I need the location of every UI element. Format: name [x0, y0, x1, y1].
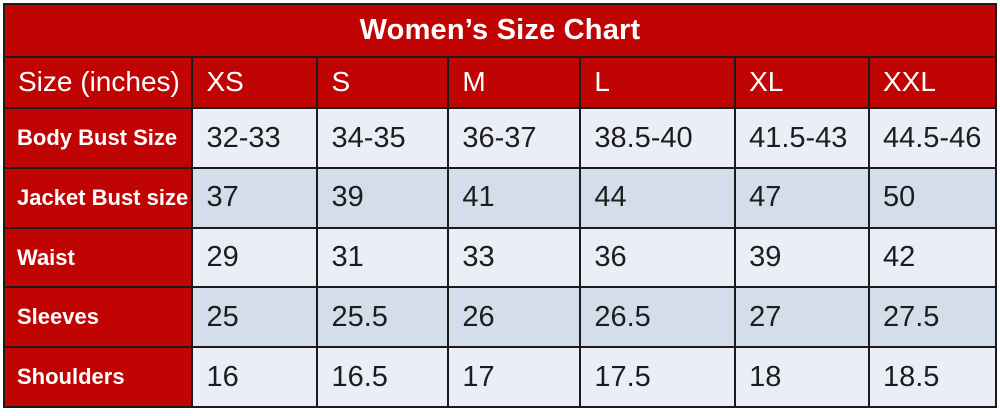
value-cell: 17.5: [579, 346, 737, 408]
value-cell: 25.5: [316, 286, 450, 349]
value-cell: 27.5: [867, 286, 998, 349]
row-label: Jacket Bust size: [2, 167, 194, 229]
value-cell: 16.5: [316, 346, 450, 408]
header-m: M: [447, 55, 582, 110]
value-cell: 47: [734, 167, 870, 229]
value-cell: 26.5: [579, 286, 737, 349]
value-cell: 41: [447, 167, 582, 229]
size-chart-container: Women’s Size Chart Size (inches) XS S M …: [2, 3, 998, 408]
value-cell: 36-37: [447, 107, 582, 170]
womens-size-chart-table: Women’s Size Chart Size (inches) XS S M …: [2, 3, 998, 408]
row-waist: Waist 29 31 33 36 39 42: [2, 226, 998, 289]
header-row: Size (inches) XS S M L XL XXL: [2, 55, 998, 110]
value-cell: 26: [447, 286, 582, 349]
header-xl: XL: [734, 55, 870, 110]
value-cell: 44: [579, 167, 737, 229]
value-cell: 27: [734, 286, 870, 349]
value-cell: 44.5-46: [867, 107, 998, 170]
value-cell: 39: [316, 167, 450, 229]
row-label: Shoulders: [2, 346, 194, 408]
value-cell: 16: [191, 346, 319, 408]
value-cell: 32-33: [191, 107, 319, 170]
value-cell: 37: [191, 167, 319, 229]
chart-title: Women’s Size Chart: [3, 3, 997, 58]
header-size-inches: Size (inches): [2, 55, 194, 110]
row-label: Waist: [2, 226, 194, 289]
value-cell: 39: [734, 226, 870, 289]
header-l: L: [579, 55, 737, 110]
value-cell: 38.5-40: [579, 107, 737, 170]
value-cell: 25: [191, 286, 319, 349]
header-s: S: [316, 55, 450, 110]
value-cell: 31: [316, 226, 450, 289]
row-label: Sleeves: [2, 286, 194, 349]
title-row: Women’s Size Chart: [3, 3, 997, 58]
value-cell: 29: [191, 226, 319, 289]
row-label: Body Bust Size: [2, 107, 194, 170]
value-cell: 42: [867, 226, 998, 289]
value-cell: 41.5-43: [734, 107, 870, 170]
row-jacket-bust-size: Jacket Bust size 37 39 41 44 47 50: [2, 167, 998, 229]
header-xs: XS: [191, 55, 319, 110]
row-sleeves: Sleeves 25 25.5 26 26.5 27 27.5: [2, 286, 998, 349]
value-cell: 17: [447, 346, 582, 408]
value-cell: 18.5: [867, 346, 998, 408]
row-body-bust-size: Body Bust Size 32-33 34-35 36-37 38.5-40…: [2, 107, 998, 170]
row-shoulders: Shoulders 16 16.5 17 17.5 18 18.5: [2, 346, 998, 408]
value-cell: 34-35: [316, 107, 450, 170]
value-cell: 18: [734, 346, 870, 408]
header-xxl: XXL: [867, 55, 998, 110]
value-cell: 33: [447, 226, 582, 289]
value-cell: 50: [867, 167, 998, 229]
value-cell: 36: [579, 226, 737, 289]
